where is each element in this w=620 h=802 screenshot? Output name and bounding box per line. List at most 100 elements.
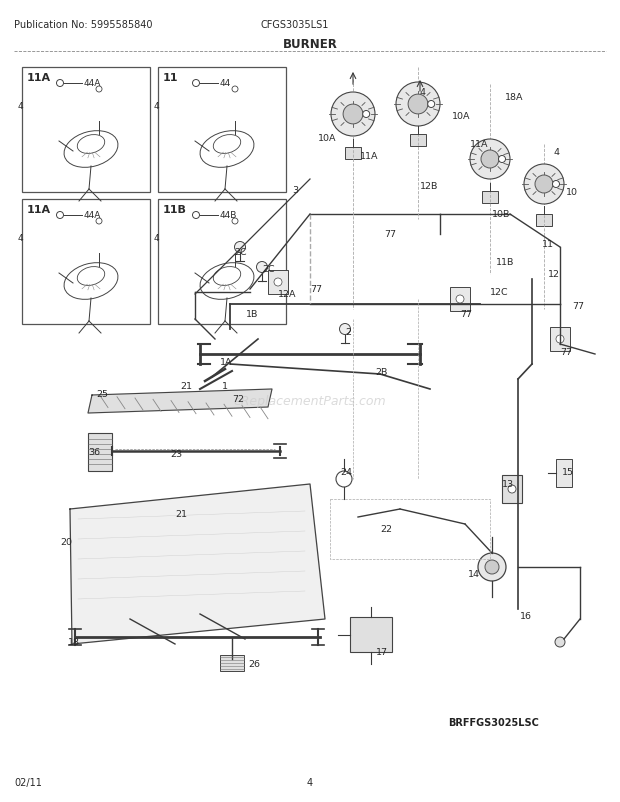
Circle shape xyxy=(478,553,506,581)
Text: 2: 2 xyxy=(345,327,351,337)
Text: 1B: 1B xyxy=(246,310,259,318)
Bar xyxy=(88,433,112,472)
Circle shape xyxy=(470,140,510,180)
Circle shape xyxy=(555,638,565,647)
Circle shape xyxy=(274,278,282,286)
Bar xyxy=(550,327,570,351)
Circle shape xyxy=(485,561,499,574)
Circle shape xyxy=(396,83,440,127)
Text: BRFFGS3025LSC: BRFFGS3025LSC xyxy=(448,717,539,727)
Circle shape xyxy=(340,324,350,335)
Bar xyxy=(450,288,470,312)
Text: 11A: 11A xyxy=(27,205,51,215)
Circle shape xyxy=(428,101,435,108)
Circle shape xyxy=(56,213,63,219)
Polygon shape xyxy=(88,390,272,414)
Circle shape xyxy=(535,176,553,194)
Text: 11A: 11A xyxy=(470,140,489,149)
Text: 02/11: 02/11 xyxy=(14,777,42,787)
Circle shape xyxy=(524,164,564,205)
Bar xyxy=(158,68,286,192)
Bar xyxy=(220,655,244,671)
Text: 4: 4 xyxy=(553,148,559,157)
Circle shape xyxy=(336,472,352,488)
Text: 13: 13 xyxy=(502,480,514,488)
Text: 10B: 10B xyxy=(492,210,510,219)
Text: 18A: 18A xyxy=(505,93,523,102)
Bar xyxy=(22,200,150,325)
Text: 12B: 12B xyxy=(420,182,438,191)
Bar xyxy=(345,148,361,160)
Circle shape xyxy=(508,485,516,493)
Circle shape xyxy=(192,80,200,87)
Text: 24: 24 xyxy=(340,468,352,476)
Text: 11B: 11B xyxy=(496,257,515,267)
Circle shape xyxy=(234,242,246,253)
Text: 44A: 44A xyxy=(84,211,102,221)
Bar xyxy=(556,460,572,488)
Text: 21: 21 xyxy=(180,382,192,391)
Text: 44A: 44A xyxy=(84,79,102,88)
Bar xyxy=(158,200,286,325)
Text: 2B: 2B xyxy=(375,367,388,376)
Circle shape xyxy=(56,80,63,87)
Bar xyxy=(536,215,552,227)
Circle shape xyxy=(556,335,564,343)
Text: 77: 77 xyxy=(460,310,472,318)
Text: 11: 11 xyxy=(542,240,554,249)
Circle shape xyxy=(363,111,370,119)
Bar xyxy=(22,68,150,192)
Text: 2C: 2C xyxy=(262,265,275,273)
Text: 3: 3 xyxy=(292,186,298,195)
Circle shape xyxy=(552,181,559,188)
Text: 4: 4 xyxy=(307,777,313,787)
Text: eReplacementParts.com: eReplacementParts.com xyxy=(234,395,386,408)
Text: 12: 12 xyxy=(548,269,560,278)
Text: 11B: 11B xyxy=(163,205,187,215)
Text: 77: 77 xyxy=(310,285,322,294)
Text: 14: 14 xyxy=(468,569,480,578)
Text: 11: 11 xyxy=(163,73,179,83)
Polygon shape xyxy=(70,484,325,644)
Text: 2C: 2C xyxy=(234,248,247,257)
Circle shape xyxy=(257,262,267,273)
Text: 23: 23 xyxy=(170,449,182,459)
Bar xyxy=(482,192,498,204)
Text: 12A: 12A xyxy=(278,290,296,298)
Circle shape xyxy=(192,213,200,219)
Text: 4: 4 xyxy=(420,88,426,97)
Circle shape xyxy=(96,87,102,93)
Text: 12C: 12C xyxy=(490,288,508,297)
Text: 26: 26 xyxy=(248,659,260,668)
Text: 77: 77 xyxy=(560,347,572,357)
Text: 44B: 44B xyxy=(220,211,237,221)
Circle shape xyxy=(96,219,102,225)
Circle shape xyxy=(232,219,238,225)
Text: 4: 4 xyxy=(154,233,159,243)
Text: 22: 22 xyxy=(380,525,392,533)
Circle shape xyxy=(498,156,505,164)
Circle shape xyxy=(232,87,238,93)
Bar xyxy=(350,618,392,652)
Text: Publication No: 5995585840: Publication No: 5995585840 xyxy=(14,20,153,30)
Text: 77: 77 xyxy=(384,229,396,239)
Text: 11A: 11A xyxy=(27,73,51,83)
Text: 15: 15 xyxy=(562,468,574,476)
Text: 4: 4 xyxy=(18,233,24,243)
Text: 1A: 1A xyxy=(220,358,232,367)
Text: 25: 25 xyxy=(96,390,108,399)
Text: 18: 18 xyxy=(68,638,80,646)
Circle shape xyxy=(331,93,375,137)
Circle shape xyxy=(456,296,464,304)
Text: 20: 20 xyxy=(60,537,72,546)
Circle shape xyxy=(408,95,428,115)
Text: 16: 16 xyxy=(520,611,532,620)
Text: 72: 72 xyxy=(232,395,244,403)
Bar xyxy=(268,270,288,294)
Circle shape xyxy=(343,105,363,125)
Bar xyxy=(502,476,522,504)
Text: 1: 1 xyxy=(222,382,228,391)
Text: 11A: 11A xyxy=(360,152,378,160)
Text: CFGS3035LS1: CFGS3035LS1 xyxy=(261,20,329,30)
Text: 21: 21 xyxy=(175,509,187,518)
